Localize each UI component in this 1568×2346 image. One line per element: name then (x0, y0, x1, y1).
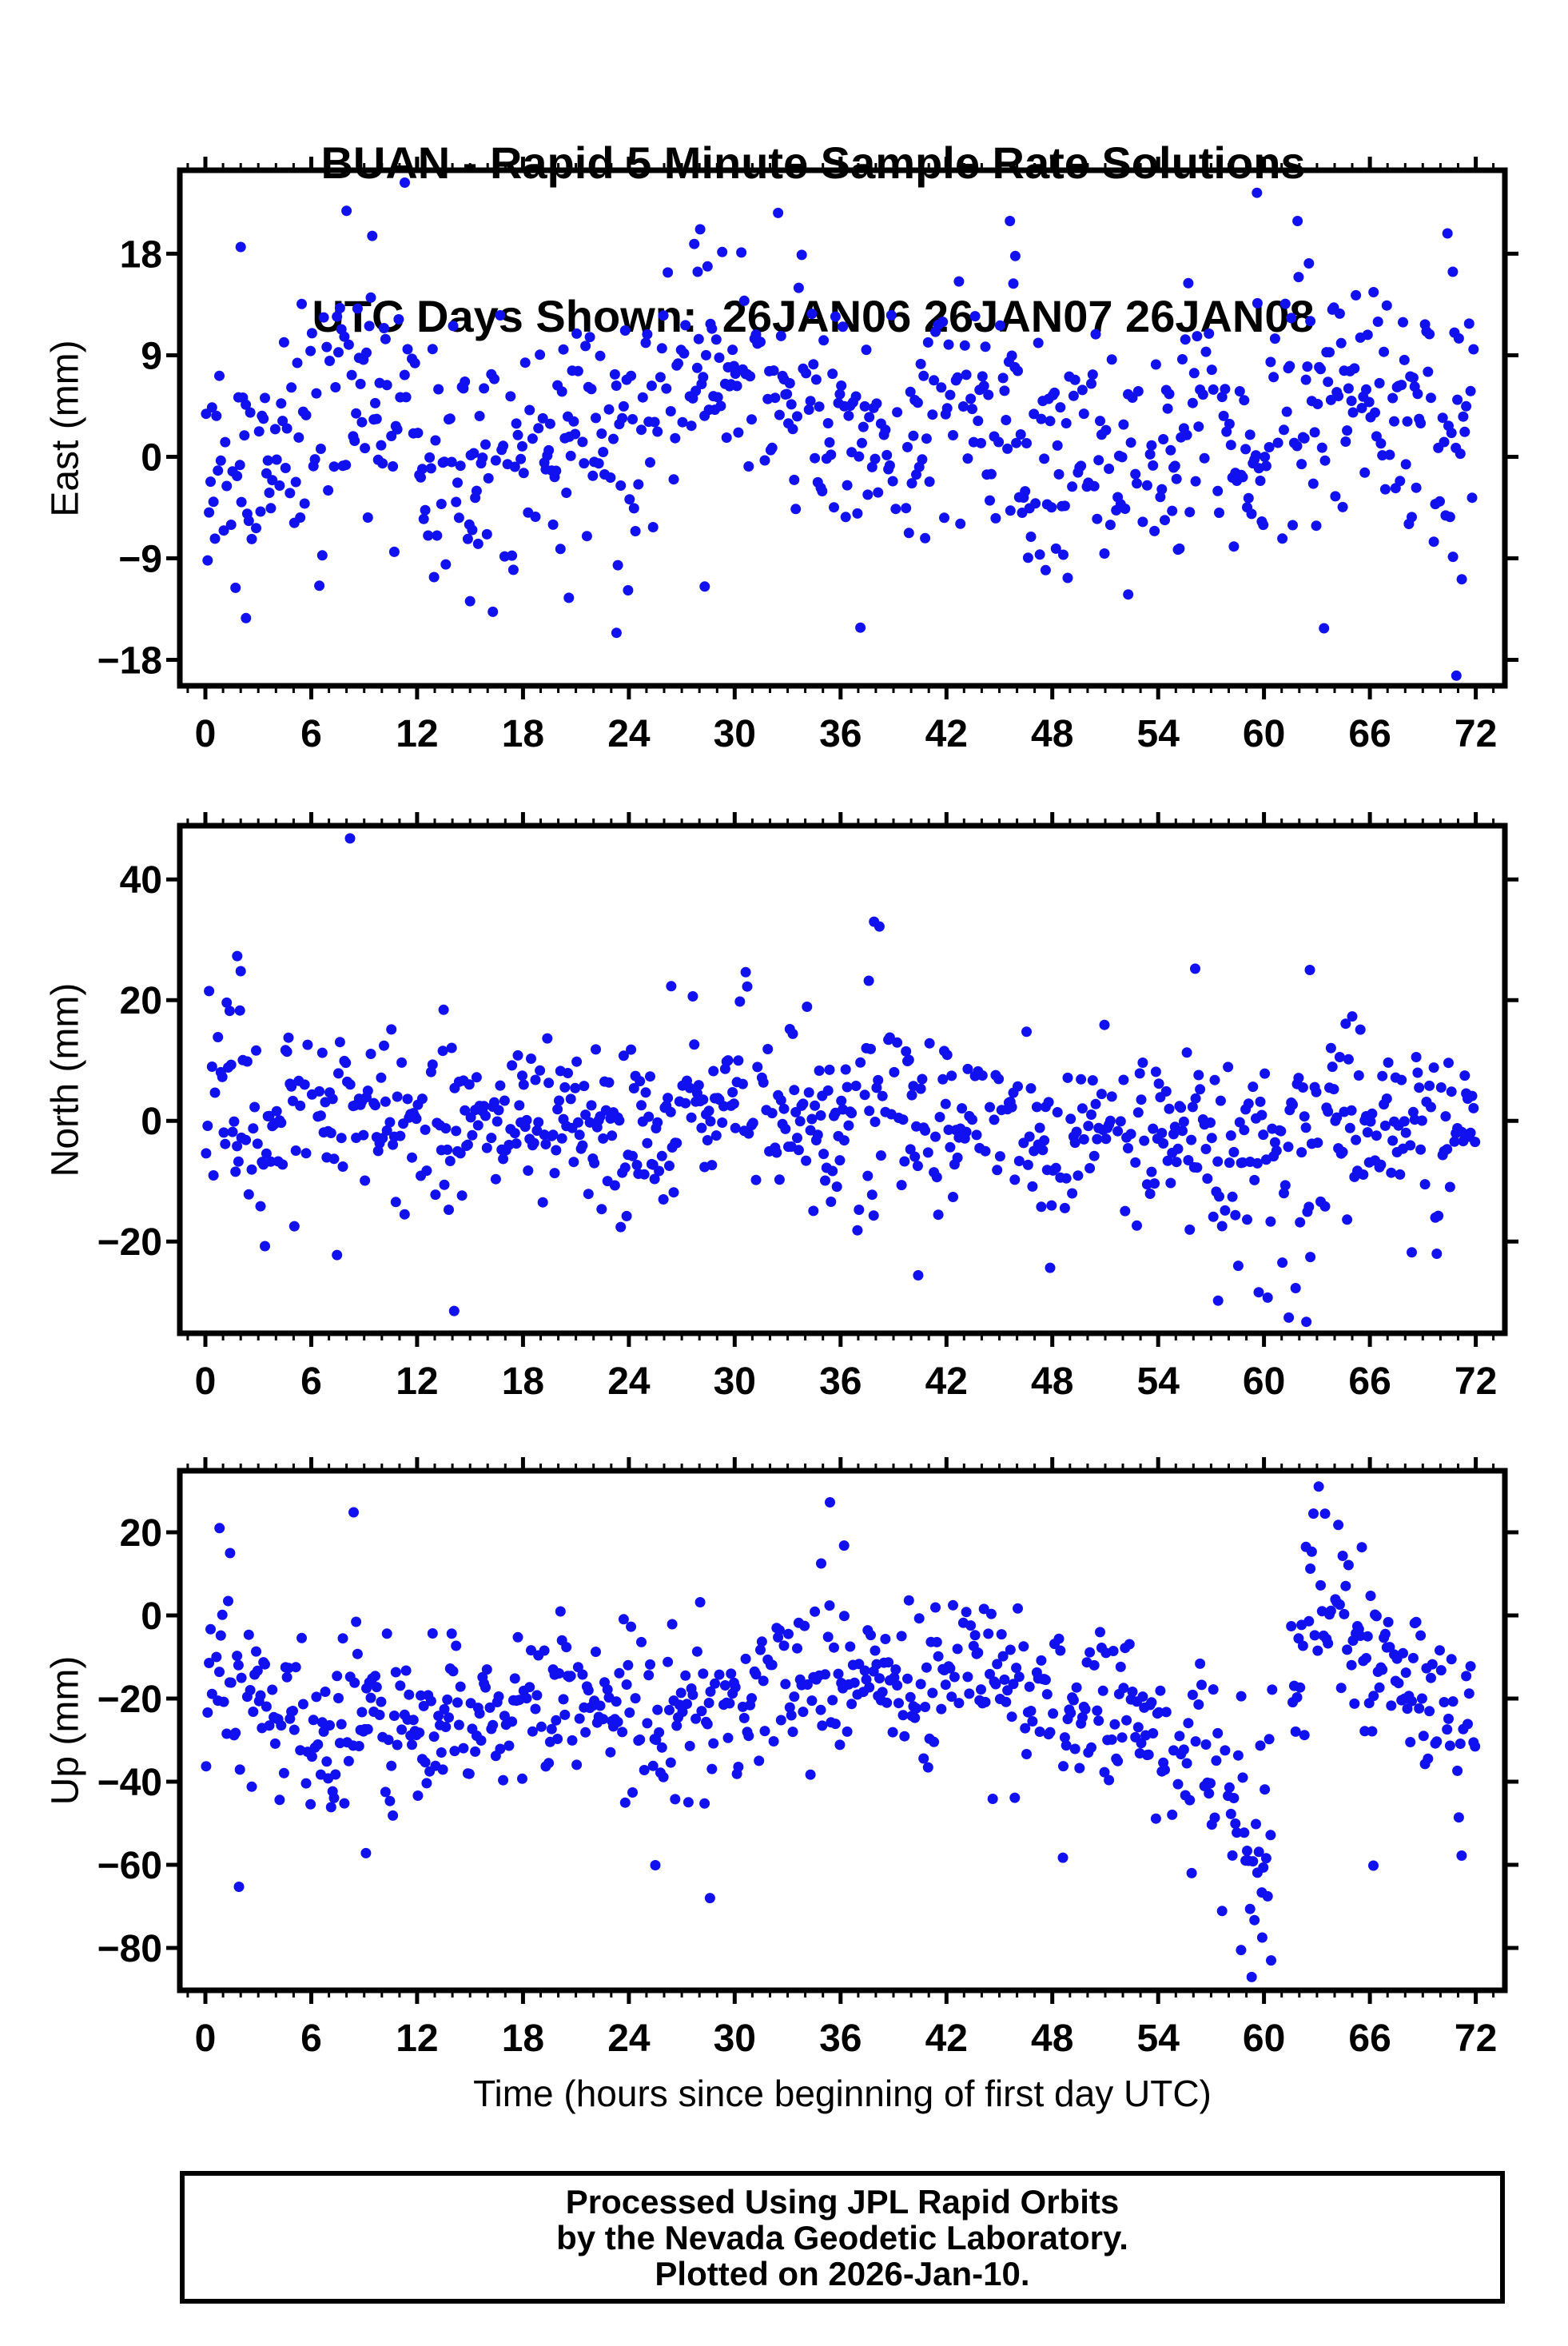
x-tick-label: 30 (714, 1360, 756, 1403)
panel-east: 0 6 12 18 24 30 36 42 48 54 60 66 72 18 9 0 −9 −18 (98, 157, 1518, 755)
x-tick-label: 72 (1455, 2017, 1497, 2060)
north-ticks (166, 812, 1518, 1347)
footer-line-3: Plotted on 2026-Jan-10. (655, 2255, 1030, 2292)
x-tick-label: 48 (1031, 1360, 1073, 1403)
east-x-tick-labels: 0 6 12 18 24 30 36 42 48 54 60 66 72 (195, 713, 1498, 755)
x-tick-label: 24 (607, 1360, 651, 1403)
east-frame (177, 167, 1508, 689)
x-tick-label: 60 (1243, 1360, 1285, 1403)
x-tick-label: 60 (1243, 2017, 1285, 2060)
x-tick-label: 36 (819, 2017, 862, 2060)
up-x-tick-labels: 0 6 12 18 24 30 36 42 48 54 60 66 72 (195, 2017, 1498, 2060)
east-ticks (166, 157, 1518, 699)
up-y-tick-labels: 20 0 −20 −40 −60 −80 (98, 1512, 162, 1970)
footer-line-2: by the Nevada Geodetic Laboratory. (556, 2219, 1128, 2256)
x-tick-label: 6 (300, 713, 322, 755)
x-tick-label: 66 (1348, 1360, 1391, 1403)
x-axis-label: Time (hours since beginning of first day… (473, 2073, 1212, 2114)
north-x-tick-labels: 0 6 12 18 24 30 36 42 48 54 60 66 72 (195, 1360, 1498, 1403)
x-tick-label: 24 (607, 2017, 651, 2060)
x-tick-label: 72 (1455, 1360, 1497, 1403)
x-tick-label: 48 (1031, 2017, 1073, 2060)
x-tick-label: 54 (1137, 1360, 1180, 1403)
x-tick-label: 0 (195, 1360, 217, 1403)
chart-subtitle: UTC Days Shown: 26JAN06 26JAN07 26JAN08 (312, 291, 1315, 341)
y-tick-label: −80 (98, 1928, 162, 1970)
x-tick-label: 66 (1348, 2017, 1391, 2060)
panel-north: 0 6 12 18 24 30 36 42 48 54 60 66 72 40 20 0 −20 (98, 812, 1518, 1403)
x-tick-label: 18 (502, 2017, 544, 2060)
x-tick-label: 66 (1348, 713, 1391, 755)
x-tick-label: 0 (195, 2017, 217, 2060)
x-tick-label: 12 (396, 2017, 438, 2060)
east-data-points (201, 177, 1479, 681)
y-tick-label: −20 (98, 1679, 162, 1721)
footer-box: Processed Using JPL Rapid Orbits by the … (180, 2171, 1505, 2304)
y-tick-label: 0 (141, 437, 162, 480)
x-tick-label: 24 (607, 713, 651, 755)
x-tick-label: 18 (502, 1360, 544, 1403)
y-tick-label: 40 (120, 859, 162, 902)
y-tick-label: 0 (141, 1101, 162, 1143)
footer-line-1: Processed Using JPL Rapid Orbits (565, 2183, 1120, 2221)
x-tick-label: 18 (502, 713, 544, 755)
up-ticks (166, 1457, 1518, 2004)
y-tick-label: 20 (120, 980, 162, 1022)
x-tick-label: 6 (300, 2017, 322, 2060)
x-tick-label: 30 (714, 2017, 756, 2060)
east-y-tick-labels: 18 9 0 −9 −18 (98, 233, 162, 682)
y-tick-label: 9 (141, 336, 162, 378)
x-tick-label: 54 (1137, 2017, 1180, 2060)
x-tick-label: 48 (1031, 713, 1073, 755)
y-tick-label: 20 (120, 1512, 162, 1555)
x-tick-label: 54 (1137, 713, 1180, 755)
y-tick-label: 0 (141, 1595, 162, 1638)
x-tick-label: 36 (819, 713, 862, 755)
up-data-points (201, 1481, 1481, 1982)
y-tick-label: −9 (118, 539, 162, 581)
y-tick-label: 18 (120, 233, 162, 276)
x-tick-label: 6 (300, 1360, 322, 1403)
x-tick-label: 72 (1455, 713, 1497, 755)
x-tick-label: 36 (819, 1360, 862, 1403)
chart-title-block: BUAN - Rapid 5 Minute Sample Rate Soluti… (121, 35, 1505, 444)
y-tick-label: −60 (98, 1845, 162, 1887)
y-tick-label: −18 (98, 640, 162, 683)
panel-up: 0 6 12 18 24 30 36 42 48 54 60 66 72 20 0 −20 −40 −60 −80 (98, 1457, 1518, 2060)
north-data-points (201, 833, 1481, 1328)
x-tick-label: 12 (396, 1360, 438, 1403)
x-tick-label: 30 (714, 713, 756, 755)
x-tick-label: 60 (1243, 713, 1285, 755)
x-tick-label: 42 (925, 1360, 968, 1403)
x-tick-label: 12 (396, 713, 438, 755)
y-tick-label: −20 (98, 1221, 162, 1264)
y-tick-label: −40 (98, 1762, 162, 1804)
chart-title: BUAN - Rapid 5 Minute Sample Rate Soluti… (320, 137, 1306, 188)
x-tick-label: 42 (925, 2017, 968, 2060)
north-y-tick-labels: 40 20 0 −20 (98, 859, 162, 1264)
x-tick-label: 42 (925, 713, 968, 755)
x-tick-label: 0 (195, 713, 217, 755)
